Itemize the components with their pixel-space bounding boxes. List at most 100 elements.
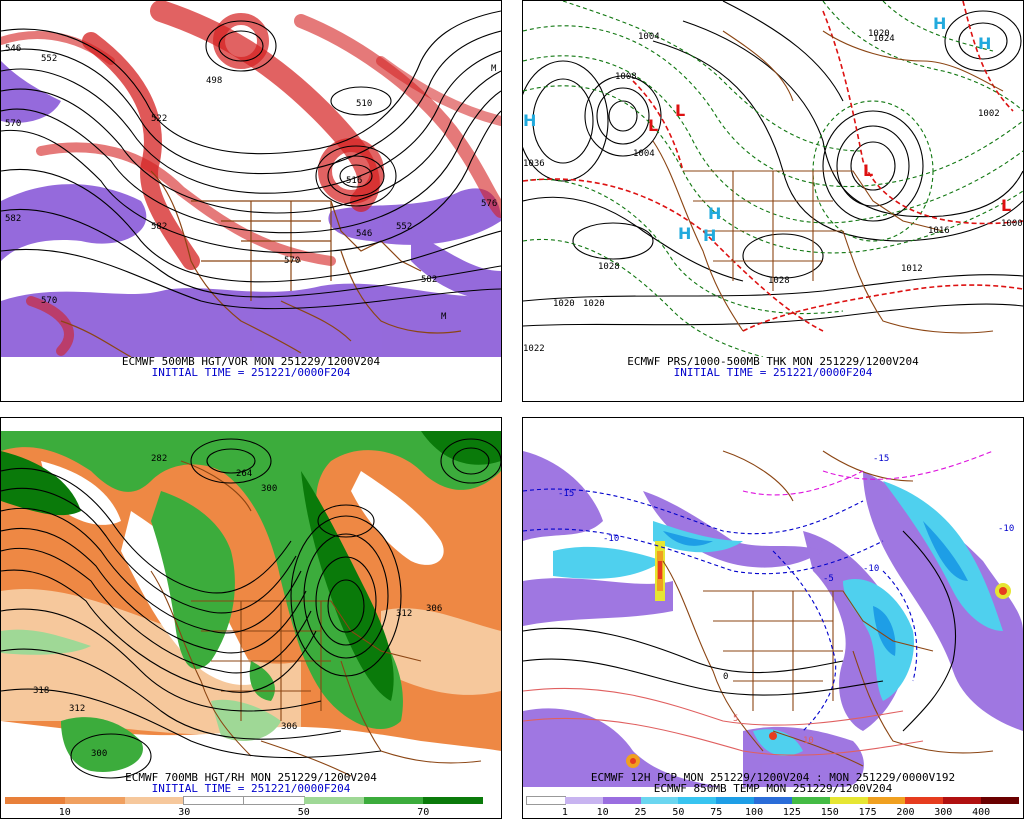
contour-label: 1022 xyxy=(523,344,545,354)
colorbar-label: 75 xyxy=(710,807,723,818)
colorbar-label: 30 xyxy=(178,807,191,818)
contour-label: -10 xyxy=(863,564,879,574)
pressure-centers: H H H H H H L L L L xyxy=(523,14,1011,245)
low-center: L xyxy=(675,101,685,120)
contour-label: 1004 xyxy=(638,32,660,42)
contour-label: 318 xyxy=(33,686,49,696)
colorbar-swatch xyxy=(243,796,305,805)
contour-label: 510 xyxy=(356,99,372,109)
positive-vorticity-shading xyxy=(1,1,501,356)
colorbar-label: 125 xyxy=(782,807,801,818)
isobars xyxy=(523,1,1023,327)
contour-label: 546 xyxy=(356,229,372,239)
precip-colorbar-labels: 1 10 25 50 75 100 125 150 175 200 300 400 xyxy=(527,807,1019,819)
contour-label: 1000 xyxy=(1001,219,1023,229)
caption-500mb: ECMWF 500MB HGT/VOR MON 251229/1200V204 xyxy=(121,355,381,368)
contour-label: -15 xyxy=(558,489,574,499)
contour-label: 1008 xyxy=(615,72,637,82)
high-center: H xyxy=(708,204,721,223)
colorbar-swatch xyxy=(64,797,125,804)
contour-label: 1020 xyxy=(553,299,575,309)
map-pressure-thickness: H H H H H H L L L L 1004 1008 1036 1028 … xyxy=(523,1,1023,357)
colorbar-swatch xyxy=(526,796,566,805)
colorbar-swatch xyxy=(363,797,424,804)
contour-label: 282 xyxy=(151,454,167,464)
rh-colorbar xyxy=(5,796,483,805)
colorbar-swatch xyxy=(754,797,792,804)
colorbar-swatch xyxy=(640,797,679,804)
contour-label: 522 xyxy=(151,114,167,124)
height-contours xyxy=(1,10,501,310)
contour-label: -15 xyxy=(873,454,889,464)
contour-label: -10 xyxy=(603,534,619,544)
low-center: L xyxy=(648,116,658,135)
contour-label: 1020 xyxy=(583,299,605,309)
caption-700mb: ECMWF 700MB HGT/RH MON 251229/1200V204 xyxy=(125,771,377,784)
panel-precip-850temp: -15 -10 -5 -10 -15 -10 0 5 10 ECMWF 12H … xyxy=(522,417,1024,819)
panel-pressure-thickness: H H H H H H L L L L 1004 1008 1036 1028 … xyxy=(522,0,1024,402)
colorbar-swatch xyxy=(867,797,906,804)
contour-label: 306 xyxy=(281,722,297,732)
colorbar-swatch xyxy=(678,797,717,804)
contour-label: 546 xyxy=(5,44,21,54)
precip-extreme xyxy=(626,541,1011,768)
contour-label: 498 xyxy=(206,76,222,86)
init-time-pressure-thickness: INITIAL TIME = 251221/0000F204 xyxy=(673,366,873,379)
colorbar-swatch xyxy=(905,797,944,804)
contour-label: 300 xyxy=(261,484,277,494)
contour-label: 264 xyxy=(236,469,252,479)
contour-label: 10 xyxy=(803,736,814,746)
contour-label: 5 xyxy=(733,714,738,724)
contour-label: -5 xyxy=(823,574,834,584)
contour-label: 1004 xyxy=(633,149,655,159)
colorbar-label: 100 xyxy=(745,807,764,818)
colorbar-label: 400 xyxy=(972,807,991,818)
colorbar-swatch xyxy=(602,797,641,804)
contour-label: 1024 xyxy=(873,34,895,44)
contour-label: 1002 xyxy=(978,109,1000,119)
rh-colorbar-labels: 1030507090 xyxy=(5,807,549,819)
contour-label: 570 xyxy=(284,256,300,266)
map-700mb: 264 282 300 306 318 312 306 300 312 xyxy=(1,431,501,787)
colorbar-swatch xyxy=(124,797,185,804)
init-time-700mb: INITIAL TIME = 251221/0000F204 xyxy=(151,782,351,795)
init-time-500mb: INITIAL TIME = 251221/0000F204 xyxy=(151,366,351,379)
contour-label: 582 xyxy=(5,214,21,224)
contour-label: 516 xyxy=(346,176,362,186)
low-center: L xyxy=(1001,196,1011,215)
contour-label: M xyxy=(491,64,497,74)
contour-label: 570 xyxy=(41,296,57,306)
contour-label: 312 xyxy=(396,609,412,619)
colorbar-label: 50 xyxy=(297,807,310,818)
colorbar-swatch xyxy=(5,797,65,804)
contour-label: 570 xyxy=(5,119,21,129)
colorbar-swatch xyxy=(829,797,868,804)
height-contours xyxy=(1,438,501,779)
coastlines xyxy=(60,170,462,357)
high-center: H xyxy=(703,226,716,245)
rh-shading-moist xyxy=(1,431,501,772)
contour-label: 0 xyxy=(723,672,728,682)
high-center: H xyxy=(678,224,691,243)
temperature-contours xyxy=(523,450,994,756)
precip-heavy xyxy=(663,521,968,656)
contour-label: 552 xyxy=(41,54,57,64)
precip-colorbar xyxy=(526,796,1019,805)
contour-label: 312 xyxy=(69,704,85,714)
contour-labels: -15 -10 -5 -10 -15 -10 0 5 10 xyxy=(558,454,1014,746)
contour-labels: 546 552 570 498 510 516 522 546 552 570 … xyxy=(5,44,497,322)
colorbar-swatch xyxy=(564,797,603,804)
colorbar-label: 25 xyxy=(634,807,647,818)
low-center: L xyxy=(863,161,873,180)
colorbar-label: 1 xyxy=(561,807,568,818)
contour-labels: 1004 1008 1036 1028 1020 1028 1012 1016 … xyxy=(523,29,1023,354)
colorbar-swatch xyxy=(716,797,755,804)
contour-label: 552 xyxy=(396,222,412,232)
contour-label: 1036 xyxy=(523,159,545,169)
colorbar-label: 300 xyxy=(934,807,953,818)
contour-label: 300 xyxy=(91,749,107,759)
contour-label: 582 xyxy=(421,275,437,285)
contour-label: 1020 xyxy=(868,29,890,39)
colorbar-swatch xyxy=(183,796,245,805)
contour-label: 1028 xyxy=(768,276,790,286)
